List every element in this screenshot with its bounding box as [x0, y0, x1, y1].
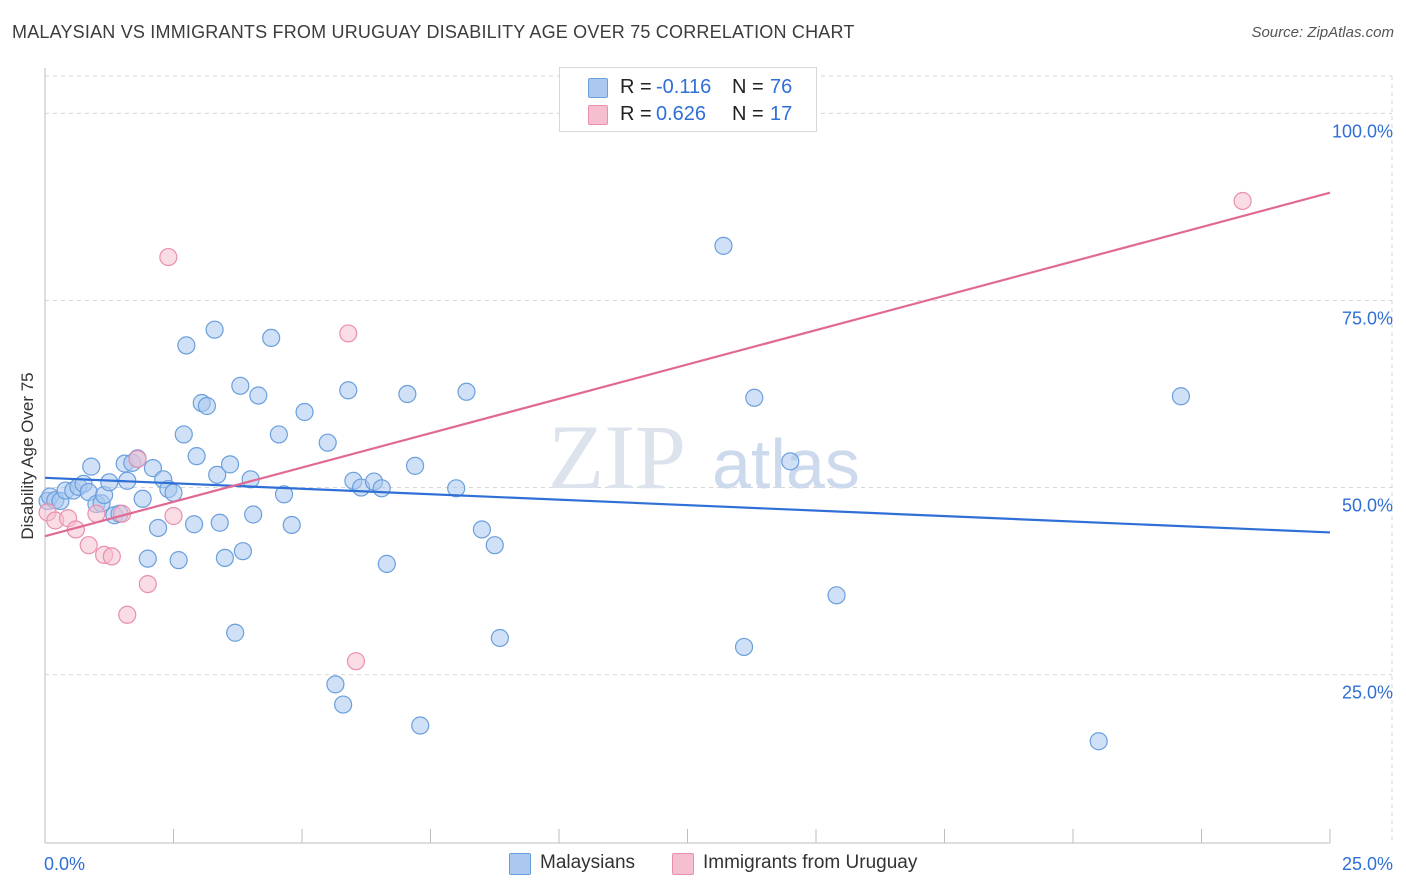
legend-r-label: R = — [620, 76, 652, 98]
y-tick-label: 100.0% — [1332, 121, 1393, 141]
legend-swatch-blue — [588, 78, 608, 98]
malaysian-point — [231, 376, 250, 395]
malaysian-point — [269, 425, 288, 444]
bottom-legend-swatch-pink — [672, 853, 694, 875]
malaysian-point — [485, 536, 504, 555]
malaysian-point — [377, 554, 396, 573]
malaysian-point — [405, 456, 425, 475]
malaysian-point — [138, 549, 157, 568]
watermark-zip: ZIP — [548, 406, 686, 508]
malaysian-point — [1089, 732, 1108, 751]
chart-title: MALAYSIAN VS IMMIGRANTS FROM URUGUAY DIS… — [12, 22, 855, 42]
y-axis-title: Disability Age Over 75 — [18, 372, 37, 540]
legend-r-value: 0.626 — [656, 103, 707, 125]
legend-n-label: N = — [732, 76, 764, 98]
y-tick-label: 25.0% — [1342, 683, 1393, 703]
malaysian-point — [184, 515, 204, 534]
malaysian-point — [249, 386, 268, 405]
bottom-legend-label: Malaysians — [540, 852, 636, 873]
malaysian-point — [295, 402, 314, 422]
malaysian-point — [734, 637, 754, 657]
uruguay-point — [118, 605, 137, 624]
malaysian-point — [827, 586, 846, 605]
malaysian-point — [274, 485, 294, 504]
legend-swatch-pink — [588, 105, 608, 125]
malaysian-point — [220, 455, 240, 474]
uruguay-point — [102, 547, 121, 566]
malaysian-point — [472, 520, 491, 539]
malaysian-point — [148, 518, 168, 538]
malaysian-point — [197, 396, 217, 416]
malaysian-point — [781, 452, 800, 471]
malaysian-point — [447, 479, 466, 498]
malaysian-point — [100, 473, 119, 492]
malaysian-point — [233, 542, 252, 561]
legend-n-label: N = — [732, 103, 764, 125]
malaysian-point — [210, 513, 229, 532]
malaysian-point — [208, 465, 227, 484]
malaysian-point — [262, 328, 281, 348]
malaysian-point — [164, 483, 183, 502]
malaysian-point — [143, 459, 163, 478]
malaysian-point — [339, 381, 358, 400]
malaysian-point — [226, 623, 245, 642]
malaysian-trend-line — [44, 476, 1331, 534]
malaysian-point — [133, 489, 152, 508]
x-tick-label: 0.0% — [44, 854, 85, 874]
malaysian-point — [745, 388, 764, 407]
uruguay-point — [346, 652, 366, 671]
y-tick-label: 50.0% — [1342, 496, 1393, 516]
correlation-legend: R = -0.116 N = 76 R = 0.626 N = 17 — [559, 67, 817, 132]
malaysian-point — [82, 457, 101, 476]
uruguay-trend-line — [44, 191, 1331, 538]
legend-n-value: 76 — [770, 76, 793, 98]
uruguay-point — [339, 324, 358, 343]
malaysian-point — [169, 551, 188, 570]
malaysian-point — [411, 716, 430, 735]
legend-n-value: 17 — [770, 103, 793, 125]
malaysian-point — [334, 695, 353, 714]
malaysian-point — [714, 236, 733, 255]
malaysian-point — [205, 320, 224, 339]
malaysian-point — [187, 447, 206, 466]
malaysian-point — [1171, 387, 1191, 406]
x-tick-label: 25.0% — [1342, 854, 1393, 874]
watermark: ZIP atlas — [548, 406, 860, 508]
axes-layer — [44, 68, 1331, 844]
malaysian-point — [326, 675, 345, 694]
tick-labels: 25.0% 50.0% 75.0% 100.0% 0.0% 25.0% — [44, 121, 1393, 874]
uruguay-point — [138, 574, 157, 594]
source-label: Source: ZipAtlas.com — [1251, 24, 1394, 41]
bottom-legend-swatch-blue — [509, 853, 531, 875]
malaysian-point — [215, 548, 234, 568]
uruguay-point — [159, 247, 178, 267]
legend-r-value: -0.116 — [656, 76, 712, 98]
malaysian-point — [177, 336, 196, 355]
bottom-legend-label: Immigrants from Uruguay — [703, 852, 918, 873]
uruguay-point — [1233, 191, 1252, 211]
malaysian-point — [318, 433, 337, 452]
malaysian-point — [490, 628, 509, 648]
y-tick-label: 75.0% — [1342, 308, 1393, 328]
uruguay-point — [128, 450, 147, 469]
malaysian-point — [244, 505, 263, 524]
malaysian-point — [174, 425, 193, 444]
points-layer — [38, 191, 1252, 751]
uruguay-point — [87, 504, 106, 523]
malaysian-point — [372, 479, 391, 498]
legend-r-label: R = — [620, 103, 652, 125]
malaysian-point — [398, 384, 417, 404]
malaysian-point — [282, 515, 301, 535]
uruguay-point — [164, 506, 183, 526]
uruguay-point — [79, 536, 98, 555]
trend-lines — [44, 191, 1331, 538]
malaysian-point — [457, 382, 476, 401]
